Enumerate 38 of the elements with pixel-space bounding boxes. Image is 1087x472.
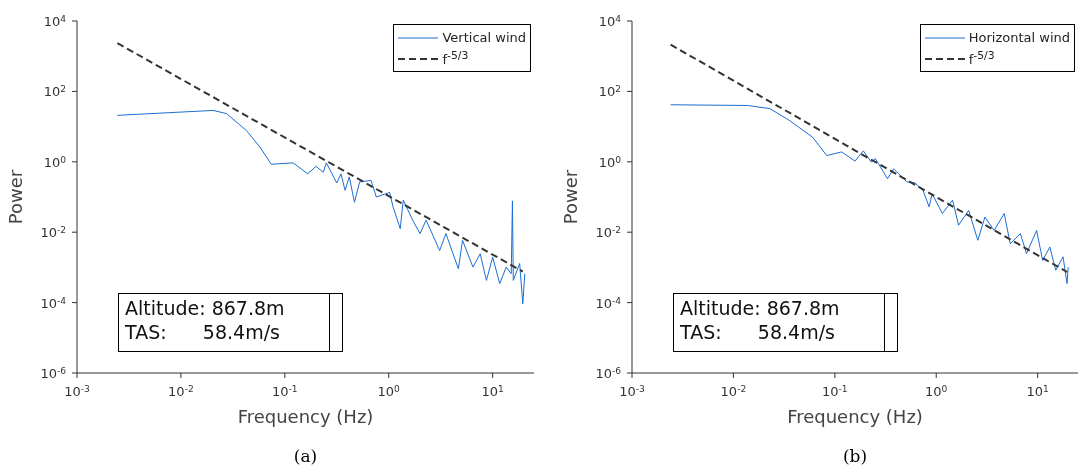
x-tick-label: 10$^{-3}$ bbox=[64, 383, 91, 399]
x-tick-label: 10$^{1}$ bbox=[1026, 383, 1049, 399]
annotation: Altitude: 867.8m bbox=[680, 296, 841, 320]
annotation: TAS: 58.4m/s bbox=[125, 320, 281, 344]
text-box: Altitude: 867.8m TAS: 58.4m/s bbox=[118, 293, 343, 352]
text: (b) bbox=[841, 446, 869, 466]
y-axis-title: Power bbox=[5, 169, 27, 225]
y-tick-label: 10$^{4}$ bbox=[598, 13, 622, 29]
text: (a) bbox=[292, 446, 319, 466]
x-tick-label: 10$^{-2}$ bbox=[168, 383, 194, 399]
x-axis-title: Frequency (Hz) bbox=[787, 406, 923, 427]
y-tick-label: 10$^{-4}$ bbox=[595, 295, 622, 311]
legend-label: f$^{-5/3}$ bbox=[968, 49, 995, 68]
y-tick-label: 10$^{-4}$ bbox=[40, 295, 67, 311]
y-tick-label: 10$^{2}$ bbox=[43, 84, 66, 100]
x-tick-label: 10$^{-2}$ bbox=[720, 383, 747, 399]
y-tick-label: 10$^{4}$ bbox=[43, 13, 67, 29]
legend-label: f$^{-5/3}$ bbox=[442, 49, 469, 68]
y-tick-label: 10$^{2}$ bbox=[598, 84, 621, 100]
y-tick-label: 10$^{-6}$ bbox=[40, 365, 67, 381]
x-tick-label: 10$^{-1}$ bbox=[272, 383, 298, 399]
y-tick-label: 10$^{0}$ bbox=[43, 154, 67, 170]
y-tick-label: 10$^{-2}$ bbox=[40, 225, 66, 241]
legend-label: Vertical wind bbox=[442, 30, 526, 45]
annotation: Altitude: 867.8m bbox=[125, 296, 286, 320]
x-tick-label: 10$^{-3}$ bbox=[619, 383, 646, 399]
legend-label: Horizontal wind bbox=[968, 30, 1070, 45]
y-tick-label: 10$^{-6}$ bbox=[595, 365, 622, 381]
x-tick-label: 10$^{-1}$ bbox=[822, 383, 848, 399]
x-tick-label: 10$^{1}$ bbox=[481, 383, 504, 399]
x-tick-label: 10$^{0}$ bbox=[925, 383, 948, 399]
y-tick-label: 10$^{-2}$ bbox=[595, 225, 621, 241]
x-tick-label: 10$^{0}$ bbox=[377, 383, 401, 399]
y-tick-label: 10$^{0}$ bbox=[598, 154, 622, 170]
y-axis-title: Power bbox=[560, 169, 582, 225]
annotation: TAS: 58.4m/s bbox=[680, 320, 836, 344]
x-axis-title: Frequency (Hz) bbox=[237, 406, 374, 427]
text-box: Altitude: 867.8m TAS: 58.4m/s bbox=[673, 293, 898, 352]
